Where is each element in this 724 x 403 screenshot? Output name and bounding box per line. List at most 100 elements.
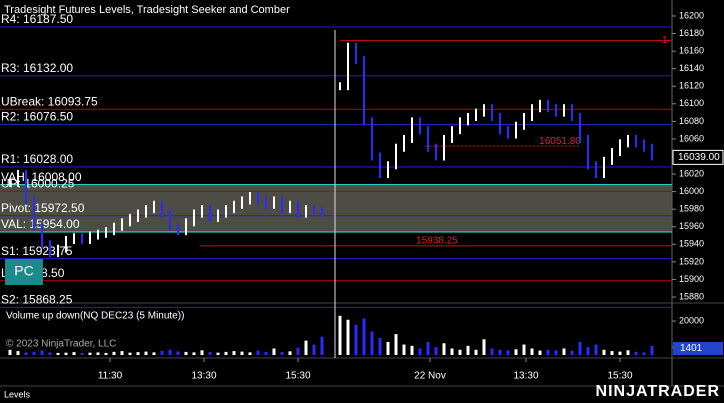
session-level-label: 16051.80 xyxy=(539,136,581,147)
volume-bar xyxy=(426,341,430,355)
volume-bar xyxy=(370,331,374,355)
volume-last-box xyxy=(673,342,723,355)
volume-bar xyxy=(594,344,598,355)
volume-bar xyxy=(152,352,156,355)
y-tick-label: 15880 xyxy=(679,291,704,301)
volume-bar xyxy=(184,351,188,355)
y-tick-label: 15960 xyxy=(679,221,704,231)
volume-bar xyxy=(386,341,390,355)
volume-bar xyxy=(586,347,590,355)
volume-bar xyxy=(160,350,164,355)
volume-bar xyxy=(402,344,406,355)
y-tick-label: 16180 xyxy=(679,28,704,38)
volume-bar xyxy=(88,352,92,355)
last-price-box xyxy=(672,149,724,165)
last-price: 16039.00 xyxy=(678,152,720,163)
y-tick-label: 16140 xyxy=(679,63,704,73)
y-tick-label: 15920 xyxy=(679,256,704,266)
level-label: S2: 15868.25 xyxy=(1,292,73,306)
volume-bar xyxy=(120,351,124,355)
level-label: R1: 16028.00 xyxy=(1,152,73,166)
volume-bar xyxy=(200,350,204,355)
volume-bar xyxy=(418,348,422,355)
volume-bar xyxy=(362,318,366,355)
x-tick-label: 13:30 xyxy=(513,371,538,382)
volume-bar xyxy=(474,349,478,355)
volume-bar xyxy=(514,349,518,355)
y-tick-label: 16120 xyxy=(679,81,704,91)
x-tick-label: 13:30 xyxy=(191,371,216,382)
volume-bar xyxy=(96,352,100,355)
volume-bar xyxy=(304,340,308,355)
y-tick-label: 16100 xyxy=(679,98,704,108)
volume-bar xyxy=(458,349,462,355)
volume-bar xyxy=(554,350,558,355)
volume-bar xyxy=(434,347,438,355)
volume-bar xyxy=(320,336,324,355)
y-tick-label: 16200 xyxy=(679,10,704,20)
volume-bar xyxy=(8,349,12,355)
volume-bar xyxy=(546,349,550,355)
volume-bar xyxy=(32,351,36,355)
volume-bar xyxy=(16,351,20,355)
pc-label: PC xyxy=(14,263,33,279)
volume-bar xyxy=(80,352,84,355)
pc-button[interactable] xyxy=(5,259,43,285)
level-label: Pivot: 15972.50 xyxy=(1,201,85,215)
volume-bar xyxy=(112,351,116,355)
volume-bar xyxy=(522,344,526,355)
volume-bar xyxy=(442,343,446,355)
level-label: S1: 15923.75 xyxy=(1,244,73,258)
volume-bar xyxy=(562,348,566,355)
volume-bar xyxy=(224,351,228,355)
volume-bar xyxy=(410,345,414,355)
brand: NINJATRADER xyxy=(596,383,720,400)
volume-bar xyxy=(272,348,276,355)
volume-bar xyxy=(248,352,252,355)
volume-last: 1401 xyxy=(680,343,703,354)
volume-bar xyxy=(280,352,284,355)
volume-bar xyxy=(634,351,638,355)
volume-bar xyxy=(394,334,398,355)
volume-bar xyxy=(216,352,220,355)
level-label: UP: 16000.25 xyxy=(1,177,75,191)
volume-bar xyxy=(506,350,510,355)
volume-bar xyxy=(40,350,44,355)
volume-bar xyxy=(264,351,268,355)
volume-bar xyxy=(208,352,212,355)
volume-bar xyxy=(56,352,60,355)
volume-bar xyxy=(570,350,574,355)
y-tick-label: 15980 xyxy=(679,204,704,214)
volume-bar xyxy=(192,352,196,355)
target-label: 1 xyxy=(662,35,668,46)
volume-bar xyxy=(232,351,236,355)
volume-bar xyxy=(176,351,180,355)
volume-bar xyxy=(338,315,342,355)
volume-bar xyxy=(128,352,132,355)
y-tick-label: 15900 xyxy=(679,274,704,284)
tab-label[interactable]: Levels xyxy=(4,389,31,399)
x-tick-label: 15:30 xyxy=(285,371,310,382)
value-area xyxy=(0,184,672,233)
volume-bar xyxy=(24,352,28,355)
x-tick-label: 22 Nov xyxy=(414,371,446,382)
volume-bar xyxy=(626,350,630,355)
volume-bar xyxy=(312,344,316,355)
volume-bar xyxy=(466,345,470,355)
volume-bar xyxy=(482,339,486,355)
level-label: UBreak: 16093.75 xyxy=(1,94,98,108)
volume-bar xyxy=(354,324,358,355)
y-tick-label: 16060 xyxy=(679,133,704,143)
level-label: R2: 16076.50 xyxy=(1,110,73,124)
y-tick-label: 15940 xyxy=(679,239,704,249)
volume-bar xyxy=(144,351,148,355)
chart-title: Tradesight Futures Levels, Tradesight Se… xyxy=(4,4,290,16)
level-label: VAL: 15954.00 xyxy=(1,217,80,231)
x-tick-label: 11:30 xyxy=(98,371,123,382)
y-tick-label: 16020 xyxy=(679,168,704,178)
volume-bar xyxy=(136,352,140,355)
y-tick-label: 16080 xyxy=(679,116,704,126)
level-label: VAH: 16008.00 xyxy=(1,170,82,184)
level-label: R4: 16187.50 xyxy=(1,12,73,26)
